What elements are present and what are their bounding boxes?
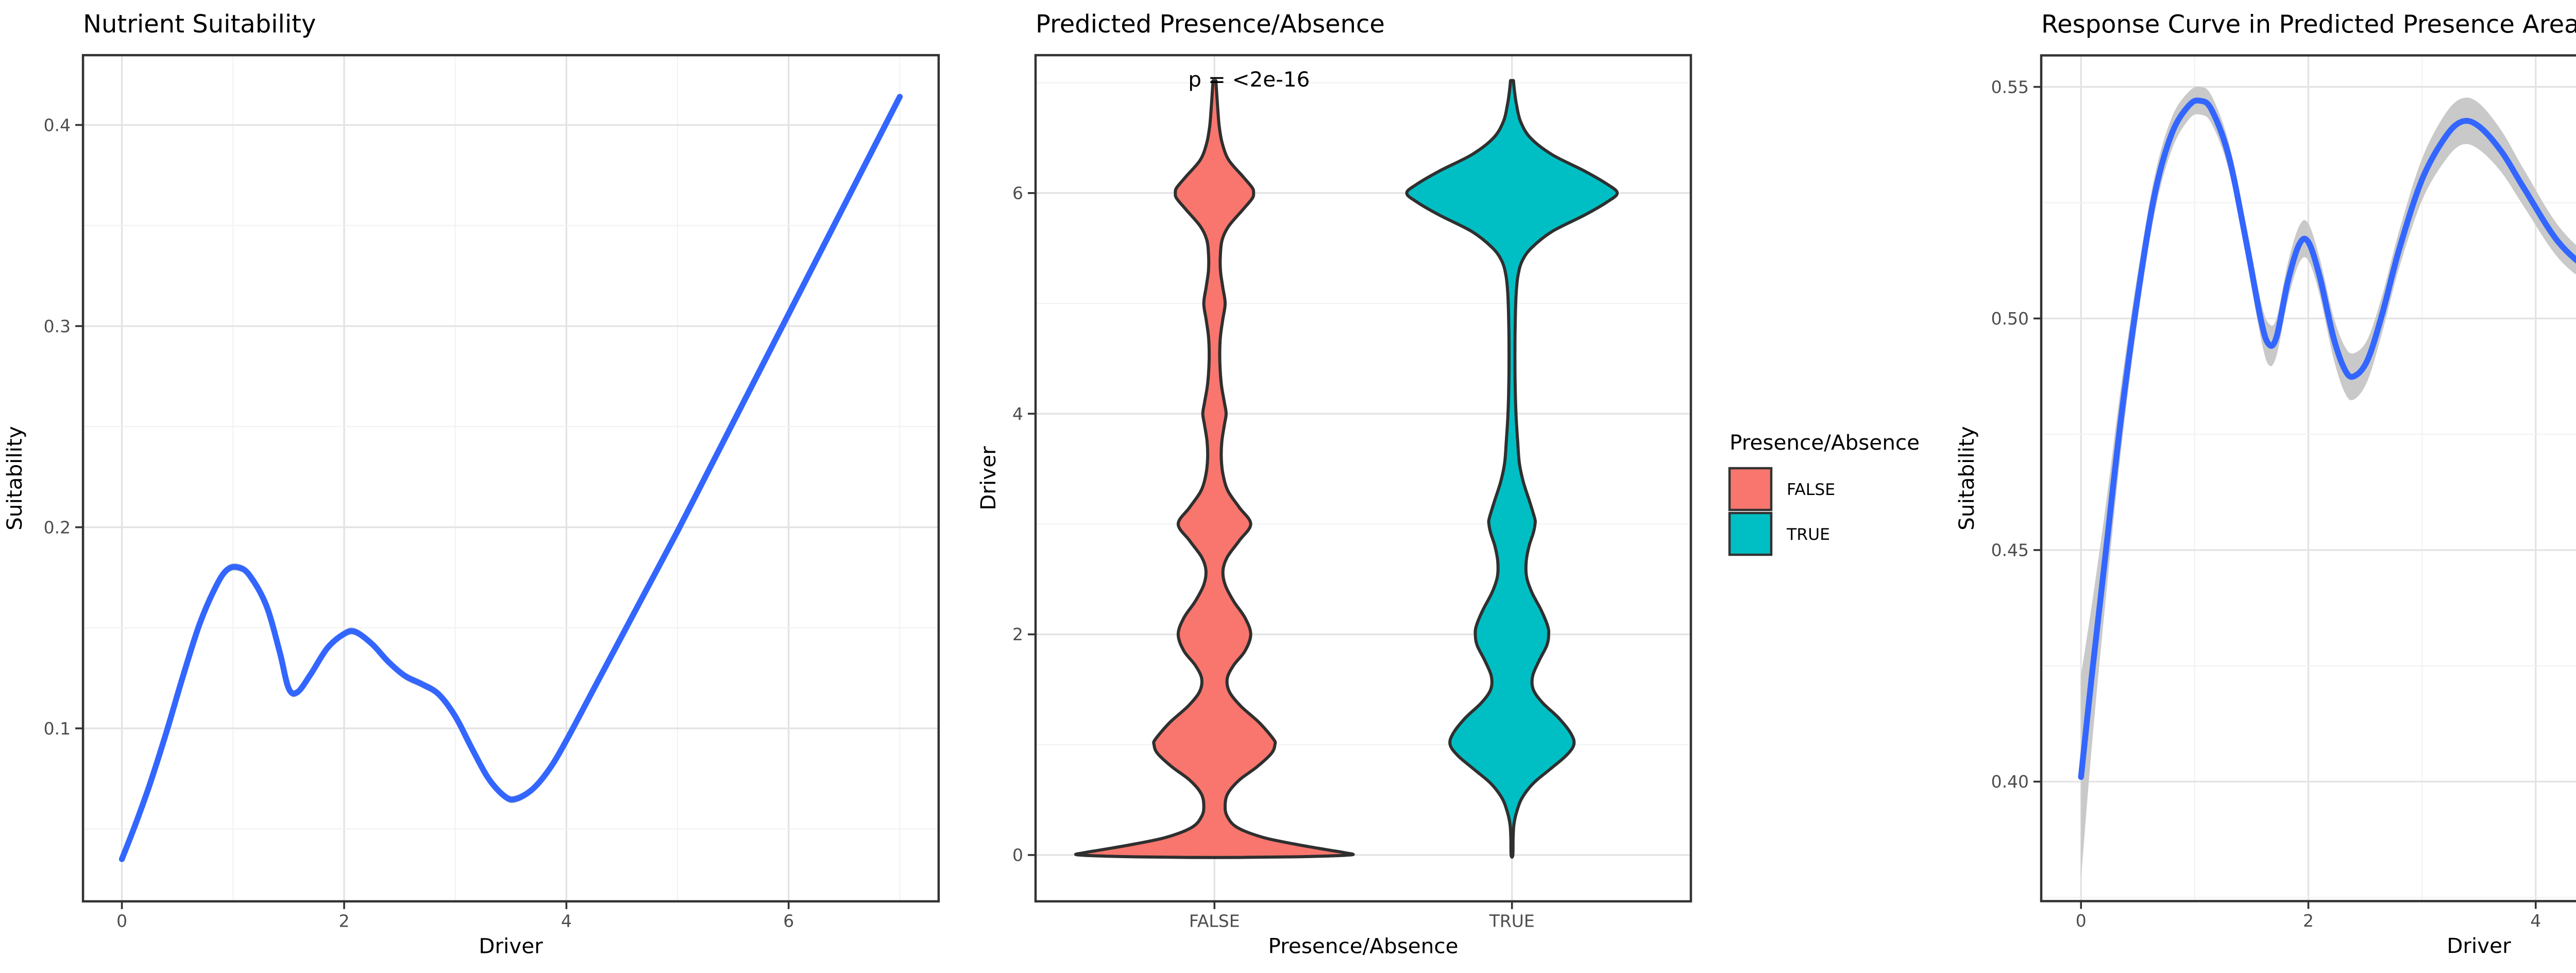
p-value-annotation: p = <2e-16 xyxy=(1188,67,1310,92)
y-axis-label: Suitability xyxy=(2,426,27,531)
plot-title: Predicted Presence/Absence xyxy=(1036,10,1385,39)
x-tick-label: 4 xyxy=(561,911,572,931)
presence-absence-violin-chart: p = <2e-16 0 2 4 6 FALSE TRUE Predicted Presenc… xyxy=(976,10,1920,958)
smooth-line xyxy=(2078,97,2576,780)
panel-predicted-presence-absence: p = <2e-16 0 2 4 6 FALSE TRUE Predicted Presenc… xyxy=(974,0,1947,973)
y-tick-label: 0.3 xyxy=(44,316,71,336)
x-axis-label: Driver xyxy=(479,933,543,958)
legend-key-false xyxy=(1728,467,1773,511)
x-tick-label: 2 xyxy=(338,911,349,931)
nutrient-suitability-chart: 0.1 0.2 0.3 0.4 0 2 4 6 Nutrient Suitability Driv… xyxy=(2,10,940,958)
y-tick-label: 0 xyxy=(1012,845,1023,865)
x-tick-label: TRUE xyxy=(1489,911,1535,931)
x-axis-label: Presence/Absence xyxy=(1268,933,1458,958)
y-tick-label: 0.55 xyxy=(1991,77,2029,97)
panel-border xyxy=(81,54,940,903)
y-tick-label: 0.1 xyxy=(44,719,71,739)
panel-border xyxy=(1034,54,1692,903)
y-tick-label: 0.40 xyxy=(1991,772,2029,792)
y-tick-label: 2 xyxy=(1012,624,1023,644)
panel-nutrient-suitability: 0.1 0.2 0.3 0.4 0 2 4 6 Nutrient Suitability Driv… xyxy=(0,0,974,973)
x-tick-label: 0 xyxy=(116,911,127,931)
panel-response-curve: 0.400.450.500.550246Response Curve in Pr… xyxy=(1947,0,2576,973)
y-tick-label: 0.50 xyxy=(1991,309,2029,329)
x-tick-label: 2 xyxy=(2303,911,2314,931)
legend-label-true: TRUE xyxy=(1786,525,1830,544)
y-tick-label: 6 xyxy=(1012,183,1023,203)
x-tick-label: 0 xyxy=(2076,911,2087,931)
response-curve-chart: 0.400.450.500.550246Response Curve in Pr… xyxy=(1954,10,2576,958)
panel-border xyxy=(2040,54,2576,902)
legend-key-true xyxy=(1728,511,1773,556)
confidence-ribbon xyxy=(122,93,900,863)
y-tick-label: 4 xyxy=(1012,404,1023,424)
violin-false xyxy=(1074,79,1355,859)
panel-clip xyxy=(83,55,939,901)
x-tick-label: 6 xyxy=(783,911,794,931)
violin-true xyxy=(1405,79,1619,859)
x-tick-label: 4 xyxy=(2530,911,2541,931)
legend-title: Presence/Absence xyxy=(1730,430,1920,455)
smooth-line xyxy=(118,94,903,862)
y-tick-label: 0.45 xyxy=(1991,540,2029,560)
legend-label-false: FALSE xyxy=(1787,481,1835,499)
y-tick-label: 0.2 xyxy=(44,517,71,537)
y-axis-label: Suitability xyxy=(1954,426,1979,530)
x-axis-label: Driver xyxy=(2447,933,2511,958)
plot-title: Response Curve in Predicted Presence Are… xyxy=(2041,10,2576,39)
y-tick-label: 0.4 xyxy=(44,115,71,135)
plot-title: Nutrient Suitability xyxy=(83,10,316,39)
x-tick-label: FALSE xyxy=(1189,911,1240,931)
y-axis-label: Driver xyxy=(976,446,1001,510)
